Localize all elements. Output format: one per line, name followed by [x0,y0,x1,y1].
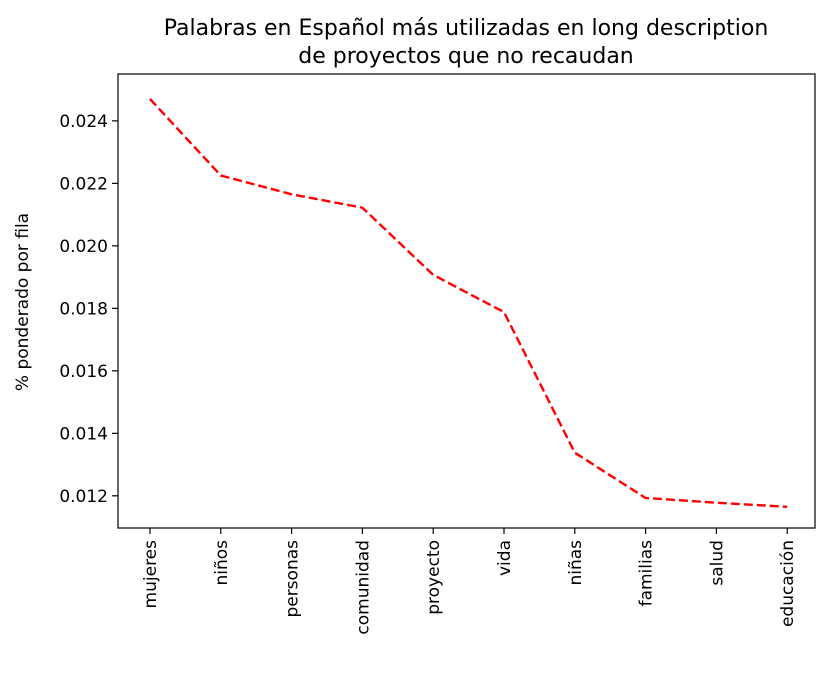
y-tick-label: 0.024 [59,112,108,132]
series-line [149,98,788,508]
y-tick-label: 0.020 [59,237,108,257]
y-tick-label: 0.022 [59,174,108,194]
x-tick-label: personas [283,540,303,618]
chart-title-line-2: de proyectos que no recaudan [298,44,634,69]
x-tick-label: mujeres [141,540,161,609]
x-tick-label: niños [212,540,232,586]
series-layer [149,98,788,508]
y-tick-label: 0.012 [59,487,108,507]
x-tick-label: comunidad [353,540,373,635]
plot-frame [117,73,816,529]
y-tick-label: 0.014 [59,424,108,444]
x-tick-label: educación [778,540,798,627]
y-tick-label: 0.018 [59,299,108,319]
y-tick-label: 0.016 [59,362,108,382]
x-tick-label: niñas [566,540,586,586]
y-axis-label: % ponderado por fila [13,213,33,391]
x-tick-label: familias [637,540,657,607]
y-axis-ticks: 0.012 0.014 0.016 0.018 0.020 0.022 0.024 [59,112,118,507]
chart-title-line-1: Palabras en Español más utilizadas en lo… [164,16,769,41]
x-tick-label: proyecto [424,540,444,615]
x-tick-label: vida [495,540,515,576]
x-axis-ticks: mujeres niños personas comunidad proyecto vid… [141,528,798,635]
x-tick-label: salud [707,540,727,586]
